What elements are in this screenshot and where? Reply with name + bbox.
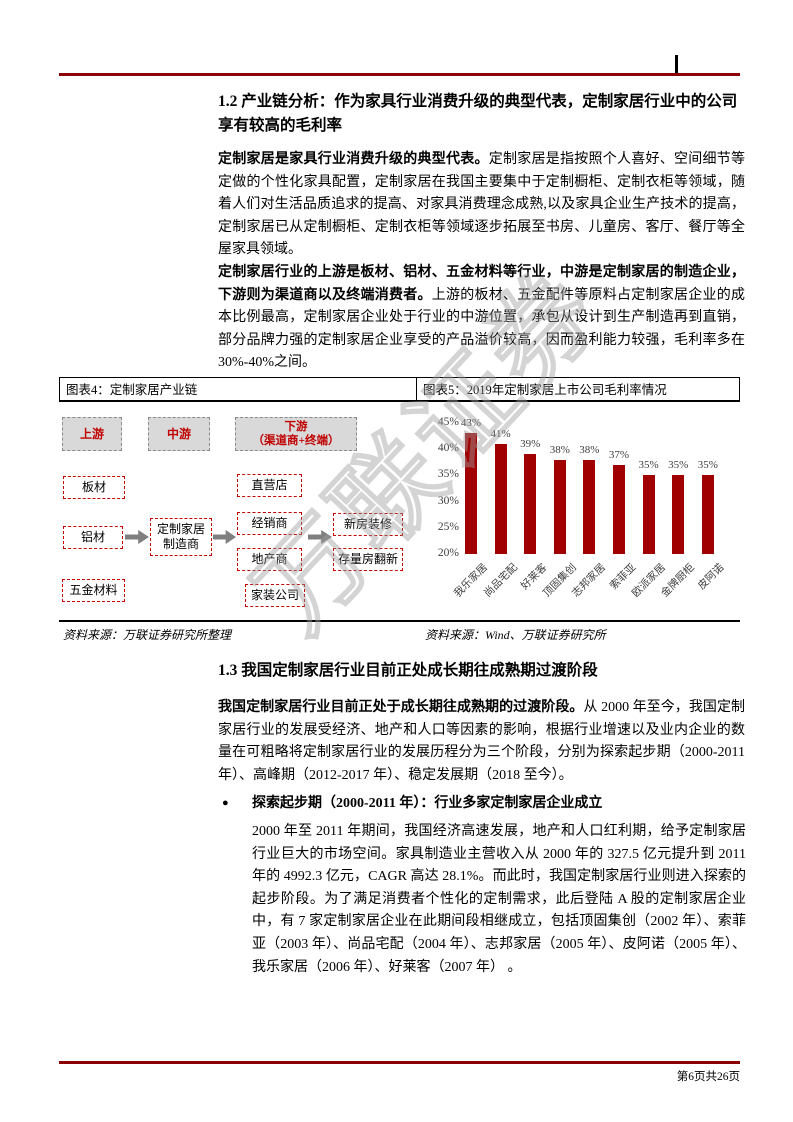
figures-block: 图表4：定制家居产业链 图表5：2019年定制家居上市公司毛利率情况 上游 中游… [59,377,740,645]
flow-arrow-icon [125,530,149,544]
bar [524,454,537,554]
bar-value-label: 35% [638,459,659,472]
bar-value-label: 38% [579,443,600,456]
downstream-header-box: 下游 （渠道商+终端） [235,417,357,451]
downstream-header-line1: 下游 [284,420,308,433]
paragraph-lead: 定制家居是家具行业消费升级的典型代表。 [218,152,489,167]
header-logo-mark [675,55,678,73]
y-axis-tick-label: 40% [437,442,459,455]
section-1-2-paragraph-1: 定制家居是家具行业消费升级的典型代表。定制家居是指按照个人喜好、空间细节等定做的… [218,149,745,262]
bar-value-label: 35% [697,459,718,472]
bullet-heading: 探索起步期（2000-2011 年）：行业多家定制家居企业成立 [252,796,603,811]
bullet-icon: ● [222,797,229,809]
manufacturer-box: 定制家居 制造商 [150,518,212,556]
bullet-paragraph: 2000 年至 2011 年期间，我国经济高速发展，地产和人口红利期，给予定制家… [252,824,746,975]
bar [553,459,566,554]
downstream-header-line2: （渠道商+终端） [252,435,340,447]
bar-value-label: 43% [460,417,482,430]
figure-captions-row: 图表4：定制家居产业链 图表5：2019年定制家居上市公司毛利率情况 [59,377,740,402]
section-1-3-heading: 1.3 我国定制家居行业目前正处成长期往成熟期过渡阶段 [218,662,598,679]
paragraph-lead: 我国定制家居行业目前正处于成长期往成熟期的过渡阶段。 [218,700,584,715]
page-number: 第6页共26页 [676,1071,740,1083]
bar [583,459,596,554]
upstream-header-box: 上游 [62,417,122,451]
terminal-box: 存量房翻新 [333,548,403,571]
manufacturer-line2: 制造商 [162,537,199,551]
figure5-caption: 图表5：2019年定制家居上市公司毛利率情况 [417,378,740,400]
channel-box: 家装公司 [245,584,305,607]
terminal-box: 新房装修 [333,513,403,536]
bar [642,475,655,554]
figure5-source: 资料来源：Wind、万联证券研究所 [425,628,606,642]
channel-box: 地产商 [237,548,302,571]
figure4-source: 资料来源：万联证券研究所整理 [63,628,232,642]
figures-body: 上游 中游 下游 （渠道商+终端） 板材 铝材 五金材料 定制家居 制造商 直营… [59,402,740,620]
bar-value-label: 35% [668,459,689,472]
bar [494,443,507,554]
header-rule [59,73,740,76]
bullet-heading-row: ● 探索起步期（2000-2011 年）：行业多家定制家居企业成立 [222,792,745,814]
channel-box: 直营店 [237,474,302,497]
material-box: 五金材料 [62,579,125,602]
flow-arrow-icon [213,530,236,544]
bar [672,475,685,554]
section-1-2-paragraph-2: 定制家居行业的上游是板材、铝材、五金材料等行业，中游是定制家居的制造企业，下游则… [218,262,745,375]
material-box: 铝材 [63,526,123,549]
bar-value-label: 38% [549,443,570,456]
bar-value-label: 41% [490,427,511,440]
footer-rule [59,1061,740,1064]
figure4-caption: 图表4：定制家居产业链 [59,378,417,400]
paragraph-text: 定制家居是指按照个人喜好、空间细节等定做的个性化家具配置，定制家居在我国主要集中… [218,152,745,258]
bar-value-label: 39% [520,438,541,451]
manufacturer-line1: 定制家居 [156,522,205,536]
gross-margin-bar-chart: 45% 40% 35% 30% 25% 20% 43% 我乐家居 41% 尚品宅配 39% 好莱客 38… [417,402,740,620]
y-axis-tick-label: 45% [437,416,459,428]
bar [613,464,625,554]
x-axis-category-label: 皮阿诺 [696,562,727,593]
material-box: 板材 [63,476,125,499]
section-1-2-heading: 1.2 产业链分析：作为家具行业消费升级的典型代表，定制家居行业中的公司享有较高… [218,93,738,135]
y-axis-tick-label: 25% [437,520,459,533]
y-axis-tick-label: 35% [437,468,459,481]
figure-sources-row: 资料来源：万联证券研究所整理 资料来源：Wind、万联证券研究所 [59,620,740,645]
bar [465,433,477,554]
y-axis-tick-label: 20% [437,547,459,559]
paragraph-text: 上游的板材、五金配件等原料占定制家居企业的成本比例最高，定制家居企业处于行业的中… [218,287,745,371]
flow-arrow-icon [308,530,332,544]
channel-box: 经销商 [237,512,302,535]
y-axis-tick-label: 30% [437,494,459,507]
paragraph-lead: 定制家居行业的上游是板材、铝材、五金材料等行业，中游是定制家居的制造企业，下游则… [218,265,745,303]
section-1-3-paragraph-1: 我国定制家居行业目前正处于成长期往成熟期的过渡阶段。从 2000 年至今，我国定… [218,697,745,787]
bar-value-label: 37% [608,448,630,461]
bar [701,475,714,554]
midstream-header-box: 中游 [148,417,210,451]
paragraph-text: 从 2000 年至今，我国定制家居行业的发展受经济、地产和人口等因素的影响，根据… [218,700,746,783]
